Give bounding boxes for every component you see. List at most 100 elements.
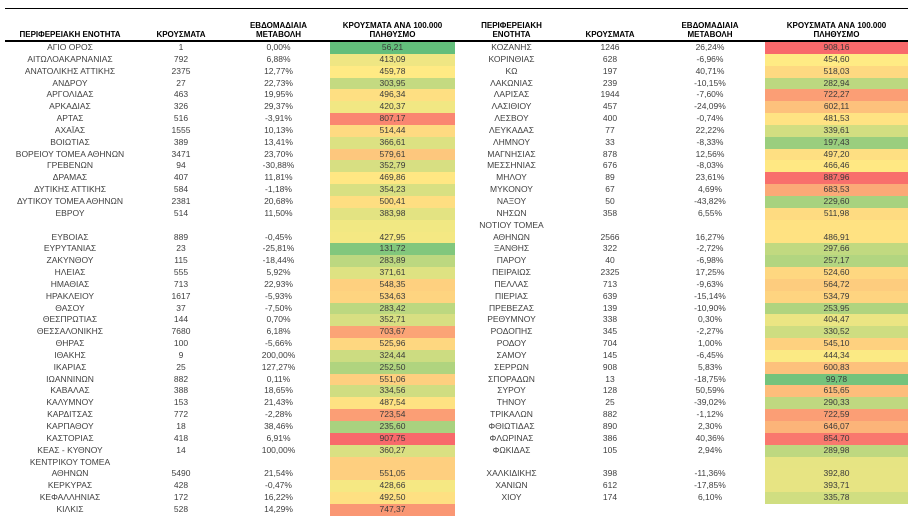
weekly-cell: -7,50% — [265, 302, 292, 313]
table-row: ΞΑΝΘΗΣ 322 -2,72% 297,66 — [458, 243, 908, 256]
region-cell — [5, 220, 135, 232]
region-cell: ΧΙΟΥ — [501, 492, 522, 503]
per100k-cell: 600,83 — [765, 361, 908, 374]
region-cell: ΦΘΙΩΤΙΔΑΣ — [488, 421, 535, 431]
table-row: ΑΝΑΤΟΛΙΚΗΣ ΑΤΤΙΚΗΣ 2375 12,77% 459,78 — [5, 65, 455, 78]
region-cell: ΜΕΣΣΗΝΙΑΣ — [487, 160, 536, 171]
per100k-cell: 235,60 — [330, 421, 455, 433]
cases-cell: 639 — [602, 290, 618, 301]
cases-cell: 345 — [602, 326, 618, 337]
per100k-cell: 534,79 — [765, 290, 908, 303]
weekly-cell: 200,00% — [261, 349, 296, 360]
cases-cell: 584 — [173, 184, 189, 195]
per100k-cell: 352,79 — [330, 160, 455, 173]
table-row: ΒΟΙΩΤΙΑΣ 389 13,41% 366,61 — [5, 136, 455, 149]
region-cell: ΠΕΛΛΑΣ — [494, 278, 529, 289]
region-cell: ΚΑΡΔΙΤΣΑΣ — [47, 409, 93, 420]
cases-cell: 94 — [176, 160, 186, 171]
cases-cell: 457 — [602, 101, 618, 112]
cases-cell: 197 — [602, 65, 618, 76]
cases-cell: 14 — [176, 444, 186, 455]
table-row: ΑΓΙΟ ΟΡΟΣ 1 0,00% 56,21 — [5, 42, 455, 54]
per100k-cell: 335,78 — [765, 492, 908, 504]
region-cell: ΝΟΤΙΟΥ ΤΟΜΕΑ — [479, 219, 544, 230]
cases-cell: 100 — [173, 338, 189, 349]
cases-cell: 89 — [605, 172, 615, 183]
weekly-cell: -8,03% — [696, 160, 724, 171]
weekly-cell: 127,27% — [261, 361, 296, 372]
weekly-change-line1: ΕΒΔΟΜΑΔΙΑΙΑ — [249, 21, 308, 30]
per100k-cell: 615,65 — [765, 385, 908, 398]
region-cell: ΚΕΑΣ - ΚΥΘΝΟΥ — [37, 444, 103, 455]
cases-cell: 555 — [173, 267, 189, 278]
region-cell: ΠΑΡΟΥ — [496, 255, 527, 266]
weekly-cell: -5,66% — [265, 338, 292, 349]
cases-cell: 1944 — [600, 89, 620, 100]
table-row: ΔΥΤΙΚΗΣ ΑΤΤΙΚΗΣ 584 -1,18% 354,23 — [5, 184, 455, 196]
weekly-cell: 13,41% — [264, 136, 293, 147]
table-row: ΚΕΡΚΥΡΑΣ 428 -0,47% 428,66 — [5, 480, 455, 493]
table-right-rows: ΚΟΖΑΝΗΣ 1246 26,24% 908,16 ΚΟΡΙΝΘΙΑΣ 628 -6,96… — [458, 42, 908, 504]
cases-cell: 144 — [173, 314, 189, 325]
column-header-cases: ΚΡΟΥΣΜΑΤΑ — [135, 30, 227, 40]
cases-cell: 7680 — [171, 326, 191, 337]
region-cell: ΣΑΜΟΥ — [496, 349, 527, 360]
weekly-cell: 10,13% — [264, 124, 293, 135]
cases-cell: 27 — [176, 77, 186, 88]
weekly-cell: -2,28% — [265, 409, 292, 420]
cases-cell: 772 — [173, 409, 189, 420]
table-row: ΚΑΒΑΛΑΣ 388 18,65% 334,56 — [5, 385, 455, 398]
region-cell: ΛΑΡΙΣΑΣ — [493, 89, 530, 100]
table-row: ΑΘΗΝΩΝ 2566 16,27% 486,91 — [458, 231, 908, 244]
table-row: ΡΟΔΟΠΗΣ 345 -2,27% 330,52 — [458, 326, 908, 339]
weekly-cell: -43,82% — [694, 195, 726, 206]
cases-cell: 115 — [174, 255, 188, 266]
table-row: ΜΕΣΣΗΝΙΑΣ 676 -8,03% 466,46 — [458, 160, 908, 173]
table-row: ΕΥΒΟΙΑΣ 889 -0,45% 427,95 — [5, 231, 455, 244]
weekly-cell: 6,18% — [266, 326, 291, 337]
cases-cell — [135, 220, 227, 232]
per100k-cell: 383,98 — [330, 207, 455, 220]
weekly-cell: 2,94% — [697, 444, 723, 455]
per100k-cell: 289,98 — [765, 444, 908, 457]
cases-cell: 713 — [602, 278, 618, 289]
table-row: ΣΥΡΟΥ 128 50,59% 615,65 — [458, 385, 908, 398]
per100k-cell: 500,41 — [330, 195, 455, 208]
region-cell: ΝΑΞΟΥ — [496, 195, 527, 206]
column-header-per100k: ΚΡΟΥΣΜΑΤΑ ΑΝΑ 100.000 ΠΛΗΘΥΣΜΟ — [330, 21, 455, 39]
per100k-line2: ΠΛΗΘΥΣΜΟ — [813, 29, 860, 39]
weekly-cell: 2,30% — [697, 421, 723, 431]
table-row: ΚΑΡΔΙΤΣΑΣ 772 -2,28% 723,54 — [5, 409, 455, 421]
table-row: ΙΚΑΡΙΑΣ 25 127,27% 252,50 — [5, 361, 455, 374]
table-row: ΚΩ 197 40,71% 518,03 — [458, 65, 908, 78]
per100k-cell: 354,23 — [330, 184, 455, 196]
region-cell: ΚΟΡΙΝΘΙΑΣ — [488, 53, 535, 64]
per100k-cell: 459,78 — [330, 65, 455, 78]
region-cell: ΤΗΝΟΥ — [496, 397, 527, 408]
weekly-cell: -5,93% — [265, 290, 292, 301]
weekly-cell: 12,56% — [695, 148, 725, 159]
per100k-cell: 229,60 — [765, 195, 908, 208]
cases-cell: 400 — [602, 113, 618, 124]
table-header-band: ΠΕΡΙΦΕΡΕΙΑΚΗ ΕΝΟΤΗΤΑ ΚΡΟΥΣΜΑΤΑ ΕΒΔΟΜΑΔΙΑ… — [5, 8, 908, 42]
cases-cell: 139 — [602, 302, 618, 313]
table-row: ΜΑΓΝΗΣΙΑΣ 878 12,56% 497,20 — [458, 148, 908, 161]
table-row: ΛΑΡΙΣΑΣ 1944 -7,60% 722,27 — [458, 89, 908, 102]
per100k-cell: 466,46 — [765, 160, 908, 173]
table-row: ΝΗΣΩΝ 358 6,55% 511,98 — [458, 207, 908, 220]
per100k-cell: 469,86 — [330, 172, 455, 185]
column-header-cases-label: ΚΡΟΥΣΜΑΤΑ — [585, 29, 635, 39]
column-header-region: ΠΕΡΙΦΕΡΕΙΑΚΗ ΕΝΟΤΗΤΑ — [458, 21, 565, 39]
table-row: ΑΡΓΟΛΙΔΑΣ 463 19,95% 496,34 — [5, 89, 455, 102]
table-row: ΠΙΕΡΙΑΣ 639 -15,14% 534,79 — [458, 290, 908, 303]
weekly-cell: -2,72% — [696, 243, 724, 254]
cases-cell: 2375 — [171, 65, 191, 76]
per100k-cell — [330, 219, 455, 232]
per100k-cell: 330,52 — [765, 326, 908, 339]
weekly-cell: 20,68% — [264, 195, 293, 206]
table-row: ΚΑΡΠΑΘΟΥ 18 38,46% 235,60 — [5, 421, 455, 433]
region-cell: ΒΟΡΕΙΟΥ ΤΟΜΕΑ ΑΘΗΝΩΝ — [15, 148, 125, 159]
table-left-header: ΠΕΡΙΦΕΡΕΙΑΚΗ ΕΝΟΤΗΤΑ ΚΡΟΥΣΜΑΤΑ ΕΒΔΟΜΑΔΙΑ… — [5, 9, 455, 40]
per100k-cell: 324,44 — [330, 349, 455, 362]
region-cell: ΑΓΙΟ ΟΡΟΣ — [47, 42, 93, 52]
